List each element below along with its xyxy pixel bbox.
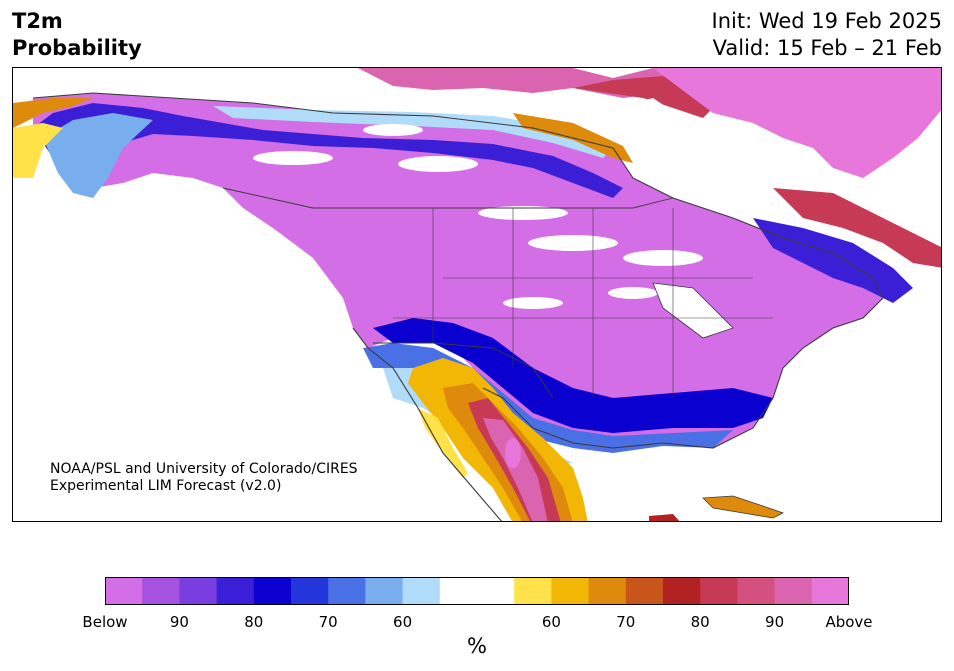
colorbar-tick-label: Below <box>82 613 128 631</box>
map-panel: NOAA/PSL and University of Colorado/CIRE… <box>12 67 942 522</box>
colorbar-tick-label: 70 <box>318 613 338 631</box>
colorbar-cell <box>439 577 478 605</box>
colorbar-tick-label: 70 <box>616 613 636 631</box>
colorbar-tick-label: 60 <box>393 613 413 631</box>
product-title: Probability <box>12 36 142 60</box>
colorbar-cell <box>328 577 366 605</box>
colorbar-cell <box>625 577 664 605</box>
colorbar-cell <box>291 577 329 605</box>
greenland-region <box>653 68 941 178</box>
colorbar-cell <box>774 577 813 605</box>
colorbar-cell <box>700 577 738 605</box>
credit-line-2: Experimental LIM Forecast (v2.0) <box>50 478 282 494</box>
colorbar-cell <box>551 577 590 605</box>
colorbar-cell <box>253 577 292 605</box>
colorbar-cell <box>142 577 180 605</box>
labrador-warm-band <box>773 188 941 268</box>
coastline <box>32 92 884 449</box>
colorbar-tick-label: 60 <box>541 613 561 631</box>
colorbar <box>105 577 849 605</box>
colorbar-cell <box>402 577 441 605</box>
colorbar-cell <box>179 577 218 605</box>
northern-cold-band <box>33 103 623 198</box>
credit-line-1: NOAA/PSL and University of Colorado/CIRE… <box>50 461 358 477</box>
probability-map <box>13 68 941 521</box>
date-block: Init: Wed 19 Feb 2025 Valid: 15 Feb – 21… <box>712 8 942 62</box>
neutral-patch <box>398 156 478 172</box>
neutral-patch <box>253 151 333 165</box>
alaska-light-blue <box>43 113 153 198</box>
colorbar-tick-label: 90 <box>169 613 189 631</box>
colorbar-cell <box>588 577 627 605</box>
colorbar-cell <box>811 577 849 605</box>
colorbar-tick-label: 90 <box>765 613 785 631</box>
continent-below-normal <box>33 93 883 448</box>
colorbar-tick-label: 80 <box>244 613 264 631</box>
colorbar-cell <box>477 577 515 605</box>
colorbar-tick-label: Above <box>825 613 873 631</box>
colorbar-cell <box>737 577 776 605</box>
neutral-patch <box>608 287 658 299</box>
variable-title: T2m <box>12 9 63 33</box>
baja-peninsula <box>418 408 468 478</box>
colorbar-frame <box>105 577 849 605</box>
neutral-patch <box>623 250 703 266</box>
neutral-patch <box>503 297 563 309</box>
bering-orange <box>13 98 93 128</box>
yucatan-red <box>649 514 680 521</box>
west-coastline <box>352 327 503 521</box>
colorbar-cell <box>105 577 143 605</box>
colorbar-cell <box>663 577 701 605</box>
neutral-patch <box>363 124 423 136</box>
colorbar-cell <box>365 577 404 605</box>
mexico-peak <box>505 438 521 468</box>
hudson-bay <box>613 98 733 208</box>
init-date: Init: Wed 19 Feb 2025 <box>711 9 942 33</box>
colorbar-tick-label: 80 <box>690 613 710 631</box>
credit-text: NOAA/PSL and University of Colorado/CIRE… <box>50 461 358 495</box>
cuba-island <box>702 495 785 519</box>
arctic-coast-light <box>213 106 613 158</box>
canada-us-border <box>222 187 674 209</box>
us-mexico-border <box>373 342 554 399</box>
valid-range: Valid: 15 Feb – 21 Feb <box>712 36 942 60</box>
state-borders <box>393 208 773 398</box>
colorbar-cell <box>216 577 255 605</box>
labrador-cold-band <box>753 218 913 303</box>
title-block: T2m Probability <box>12 8 142 62</box>
mexico-magenta <box>483 418 548 521</box>
bering-yellow <box>13 123 63 178</box>
colorbar-units: % <box>467 634 487 658</box>
neutral-patch <box>478 206 568 220</box>
colorbar-cell <box>514 577 552 605</box>
neutral-patch <box>528 235 618 251</box>
